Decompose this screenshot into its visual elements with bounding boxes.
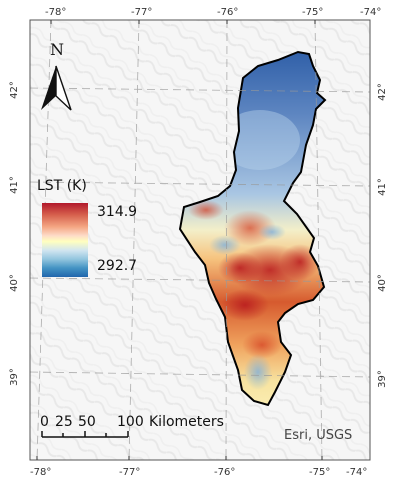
lon-label-top: -76° [217, 7, 238, 18]
lon-label-top: -75° [302, 7, 323, 18]
legend-min-value: 292.7 [97, 258, 138, 274]
lon-label-top: -74° [360, 7, 381, 18]
lat-label-right: 41° [377, 178, 388, 196]
lat-label-right: 39° [377, 370, 388, 388]
north-arrow-icon [41, 65, 72, 111]
legend-title: LST (K) [37, 178, 87, 194]
lon-label-bottom: -74° [346, 467, 367, 478]
basin-boundary [178, 50, 327, 407]
lon-label-top: -78° [45, 7, 66, 18]
lon-label-bottom: -75° [309, 467, 330, 478]
scale-label: 0 [40, 414, 49, 430]
scale-label: 50 [78, 414, 96, 430]
lon-label-bottom: -77° [119, 467, 140, 478]
scale-unit: Kilometers [149, 414, 224, 430]
lon-label-bottom: -78° [30, 467, 51, 478]
map-border [29, 19, 371, 461]
scale-bar [41, 431, 129, 438]
scale-label: 25 [55, 414, 73, 430]
legend-color-ramp [42, 203, 88, 277]
attribution-credit: Esri, USGS [284, 428, 353, 443]
lat-label-left: 42° [9, 81, 20, 99]
legend-max-value: 314.9 [97, 204, 138, 220]
scale-label: 100 [117, 414, 144, 430]
scale-bar-labels: 0 25 50 100 Kilometers [38, 414, 238, 432]
lat-label-left: 40° [9, 274, 20, 292]
lon-label-bottom: -76° [214, 467, 235, 478]
graticule [29, 19, 371, 461]
lon-label-top: -77° [131, 7, 152, 18]
north-label: N [50, 40, 64, 59]
lat-label-left: 39° [9, 368, 20, 386]
lat-label-left: 41° [9, 176, 20, 194]
lat-label-right: 40° [377, 274, 388, 292]
lat-label-right: 42° [377, 83, 388, 101]
